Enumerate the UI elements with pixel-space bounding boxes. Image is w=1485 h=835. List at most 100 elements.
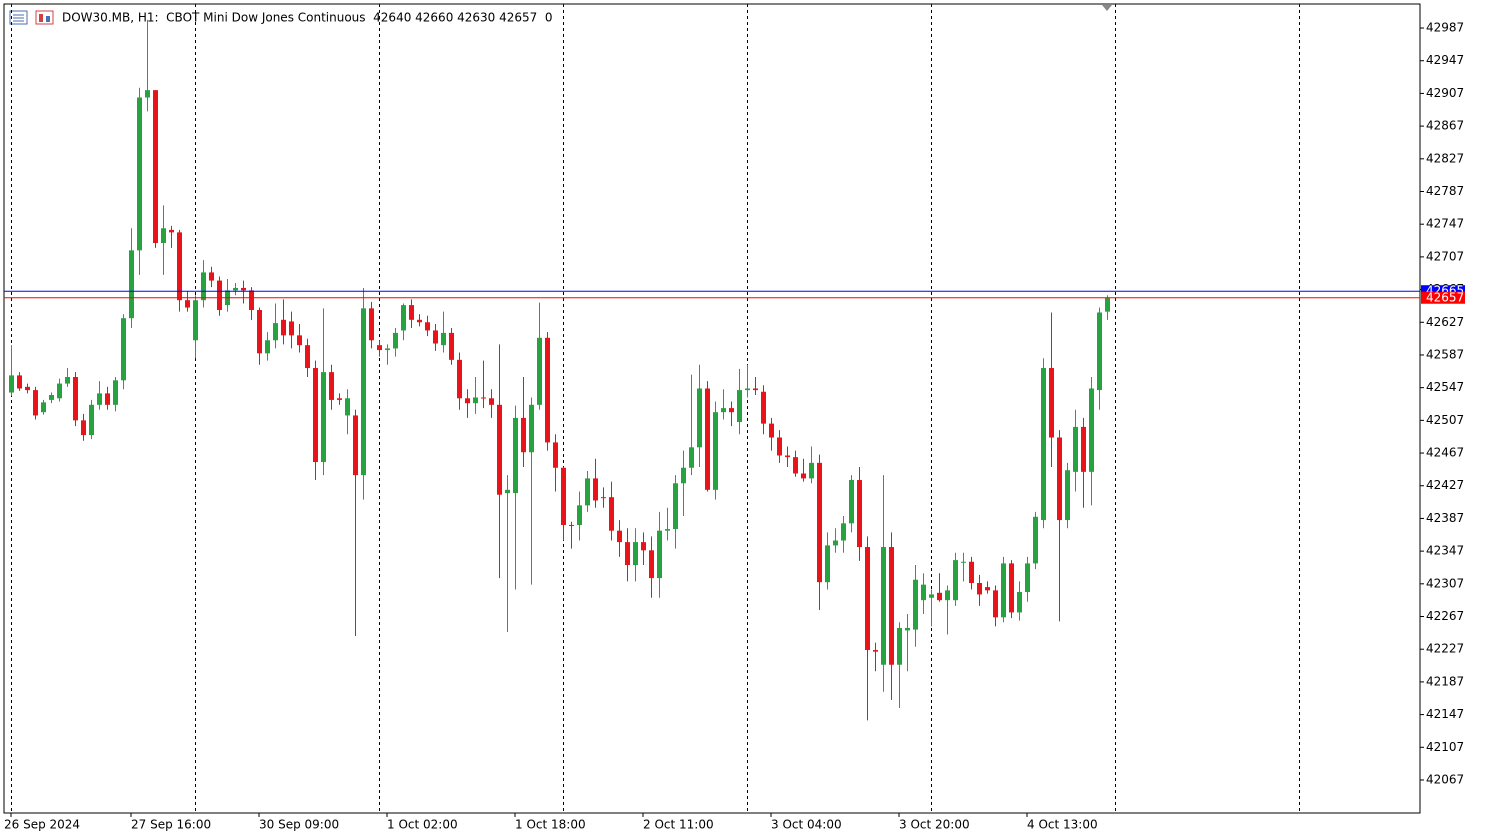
candle-body <box>1105 297 1110 312</box>
candle-body <box>417 319 422 323</box>
y-tick-label: 42947 <box>1426 53 1464 67</box>
candle-body <box>529 404 534 453</box>
candle-body <box>177 232 182 301</box>
candle-body <box>577 505 582 525</box>
candle-body <box>1001 563 1006 618</box>
candle-body <box>561 467 566 525</box>
candle-body <box>897 627 902 665</box>
y-tick-label: 42427 <box>1426 478 1464 492</box>
y-tick-label: 42987 <box>1426 21 1464 35</box>
candle-body <box>513 417 518 494</box>
x-tick-label: 26 Sep 2024 <box>4 818 80 832</box>
y-tick-label: 42827 <box>1426 151 1464 165</box>
candle-body <box>745 388 750 391</box>
candle-body <box>49 395 54 400</box>
candle-body <box>729 408 734 413</box>
candle-body <box>89 404 94 436</box>
candle-body <box>321 372 326 463</box>
candle-body <box>1033 516 1038 564</box>
candle-body <box>1097 312 1102 391</box>
candle-body <box>113 380 118 405</box>
candle-body <box>945 590 950 601</box>
candle-body <box>1049 368 1054 438</box>
candle-body <box>289 321 294 336</box>
candle-body <box>497 404 502 495</box>
candle-body <box>65 377 70 384</box>
candle-body <box>153 90 158 243</box>
candle-body <box>305 345 310 369</box>
candle-body <box>721 408 726 413</box>
y-tick-label: 42307 <box>1426 576 1464 590</box>
candle-body <box>801 473 806 479</box>
candle-body <box>9 375 14 393</box>
candle-body <box>449 332 454 360</box>
y-tick-label: 42747 <box>1426 217 1464 231</box>
y-tick-label: 42627 <box>1426 315 1464 329</box>
candle-body <box>977 583 982 595</box>
x-tick-label: 4 Oct 13:00 <box>1027 818 1098 832</box>
candle-body <box>73 377 78 421</box>
candle-body <box>617 530 622 543</box>
candle-body <box>809 462 814 479</box>
candle-body <box>697 388 702 448</box>
y-tick-label: 42467 <box>1426 446 1464 460</box>
candle-body <box>1025 563 1030 592</box>
candle-body <box>889 547 894 665</box>
y-tick-label: 42187 <box>1426 674 1464 688</box>
candle-body <box>849 480 854 524</box>
candles <box>9 19 1110 721</box>
y-tick-label: 42907 <box>1426 86 1464 100</box>
candle-body <box>761 391 766 424</box>
candle-body <box>393 332 398 349</box>
candle-body <box>641 542 646 551</box>
candle-body <box>1089 388 1094 472</box>
candle-body <box>793 457 798 474</box>
candle-body <box>913 579 918 630</box>
candle-body <box>1017 591 1022 613</box>
y-tick-label: 42507 <box>1426 413 1464 427</box>
candle-body <box>145 90 150 98</box>
candle-body <box>681 467 686 484</box>
candle-body <box>121 318 126 381</box>
x-tick-label: 30 Sep 09:00 <box>259 818 339 832</box>
candle-body <box>921 584 926 601</box>
candle-body <box>857 480 862 548</box>
y-tick-label: 42587 <box>1426 347 1464 361</box>
y-tick-label: 42267 <box>1426 609 1464 623</box>
y-tick-label: 42067 <box>1426 772 1464 786</box>
candle-body <box>233 287 238 291</box>
candle-body <box>313 368 318 463</box>
candle-body <box>633 542 638 566</box>
candle-body <box>41 402 46 413</box>
candle-body <box>337 398 342 400</box>
price-label: 42657 <box>1426 290 1464 304</box>
candle-body <box>457 359 462 399</box>
candle-body <box>81 420 86 436</box>
candle-body <box>345 398 350 416</box>
candle-body <box>409 305 414 320</box>
y-tick-label: 42347 <box>1426 544 1464 558</box>
x-tick-label: 1 Oct 18:00 <box>515 818 586 832</box>
y-tick-label: 42867 <box>1426 119 1464 133</box>
candle-body <box>209 272 214 281</box>
candle-body <box>609 497 614 531</box>
candle-body <box>161 228 166 243</box>
candle-body <box>129 250 134 319</box>
y-tick-label: 42107 <box>1426 740 1464 754</box>
chart-icon <box>9 10 54 25</box>
candle-body <box>873 650 878 652</box>
candle-body <box>217 280 222 311</box>
candle-body <box>57 383 62 399</box>
candle-body <box>105 393 110 405</box>
candle-body <box>1065 470 1070 521</box>
candle-body <box>969 561 974 584</box>
candle-body <box>1057 437 1062 521</box>
y-tick-label: 42547 <box>1426 380 1464 394</box>
candle-body <box>841 523 846 541</box>
candle-body <box>489 398 494 405</box>
x-tick-label: 3 Oct 20:00 <box>899 818 970 832</box>
candle-body <box>753 388 758 391</box>
candle-body <box>937 592 942 601</box>
candle-body <box>481 397 486 399</box>
candle-body <box>953 560 958 601</box>
